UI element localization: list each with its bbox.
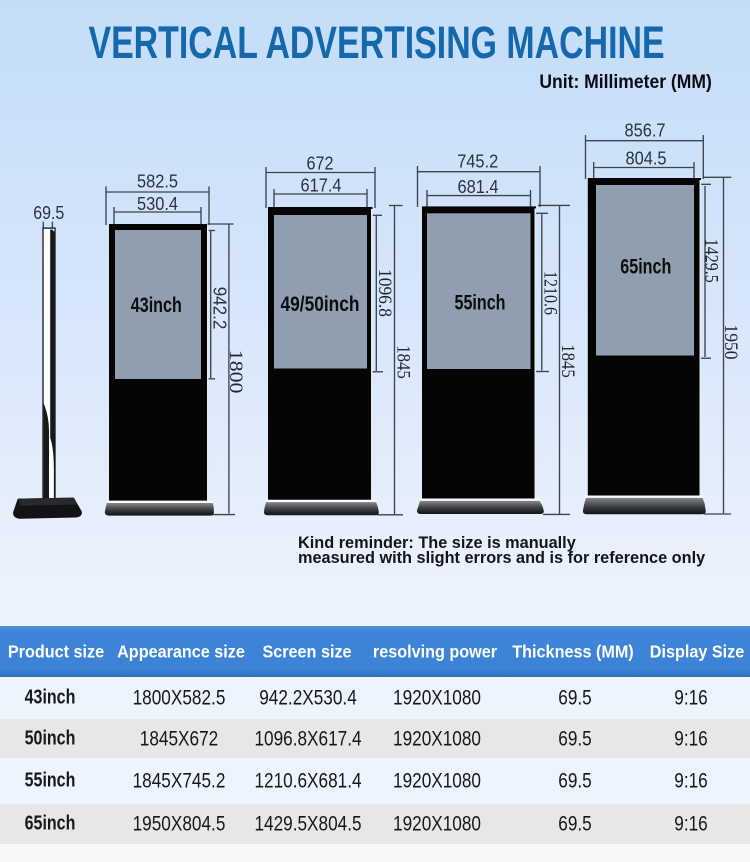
- svg-text:65inch: 65inch: [620, 255, 671, 279]
- svg-text:1800: 1800: [225, 350, 246, 394]
- svg-text:55inch: 55inch: [455, 291, 506, 315]
- svg-text:1096.8: 1096.8: [374, 269, 395, 317]
- svg-text:856.7: 856.7: [625, 120, 666, 141]
- svg-text:582.5: 582.5: [137, 171, 178, 192]
- svg-text:530.4: 530.4: [137, 193, 178, 214]
- svg-text:942.2: 942.2: [210, 287, 231, 330]
- svg-text:49/50inch: 49/50inch: [281, 292, 360, 316]
- svg-text:1429.5: 1429.5: [701, 239, 722, 283]
- svg-text:672: 672: [307, 153, 334, 174]
- svg-text:1950: 1950: [720, 324, 741, 359]
- svg-text:617.4: 617.4: [301, 175, 342, 196]
- svg-text:43inch: 43inch: [131, 293, 182, 317]
- svg-text:1210.6: 1210.6: [539, 271, 560, 315]
- svg-text:1845: 1845: [557, 344, 578, 377]
- svg-text:1845: 1845: [393, 345, 414, 378]
- svg-text:69.5: 69.5: [33, 202, 64, 223]
- svg-text:745.2: 745.2: [457, 151, 498, 172]
- svg-text:804.5: 804.5: [626, 148, 667, 169]
- svg-text:681.4: 681.4: [458, 176, 499, 197]
